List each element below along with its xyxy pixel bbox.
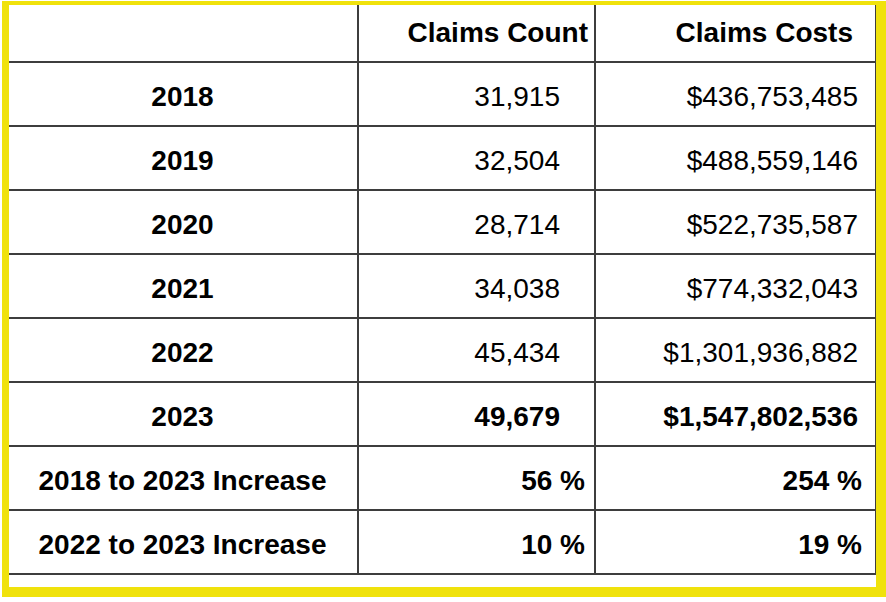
header-claims-count: Claims Count	[358, 4, 595, 62]
cost-cell: $488,559,146	[595, 126, 876, 190]
header-blank-cell	[7, 4, 358, 62]
table-row-2022-2023-increase: 2022 to 2023 Increase 10 % 19 %	[7, 510, 876, 574]
year-cell: 2020	[7, 190, 358, 254]
cost-cell: $1,301,936,882	[595, 318, 876, 382]
count-cell: 28,714	[358, 190, 595, 254]
table-row-2023: 2023 49,679 $1,547,802,536	[7, 382, 876, 446]
cost-increase-cell: 254 %	[595, 446, 876, 510]
year-cell: 2019	[7, 126, 358, 190]
cost-cell: $436,753,485	[595, 62, 876, 126]
header-claims-costs: Claims Costs	[595, 4, 876, 62]
count-cell: 34,038	[358, 254, 595, 318]
claims-table: Claims Count Claims Costs 2018 31,915 $4…	[6, 3, 877, 575]
claims-table-figure: Claims Count Claims Costs 2018 31,915 $4…	[0, 0, 886, 602]
count-cell: 32,504	[358, 126, 595, 190]
cost-cell: $522,735,587	[595, 190, 876, 254]
table-row-2018: 2018 31,915 $436,753,485	[7, 62, 876, 126]
increase-label-cell: 2022 to 2023 Increase	[7, 510, 358, 574]
cost-cell: $1,547,802,536	[595, 382, 876, 446]
count-increase-cell: 56 %	[358, 446, 595, 510]
table-row-2020: 2020 28,714 $522,735,587	[7, 190, 876, 254]
table-row-2019: 2019 32,504 $488,559,146	[7, 126, 876, 190]
year-cell: 2018	[7, 62, 358, 126]
table-row-2022: 2022 45,434 $1,301,936,882	[7, 318, 876, 382]
year-cell: 2022	[7, 318, 358, 382]
increase-label-cell: 2018 to 2023 Increase	[7, 446, 358, 510]
cost-increase-cell: 19 %	[595, 510, 876, 574]
table-row-2021: 2021 34,038 $774,332,043	[7, 254, 876, 318]
count-cell: 45,434	[358, 318, 595, 382]
count-cell: 49,679	[358, 382, 595, 446]
table-row-2018-2023-increase: 2018 to 2023 Increase 56 % 254 %	[7, 446, 876, 510]
cost-cell: $774,332,043	[595, 254, 876, 318]
year-cell: 2023	[7, 382, 358, 446]
year-cell: 2021	[7, 254, 358, 318]
header-row: Claims Count Claims Costs	[7, 4, 876, 62]
count-increase-cell: 10 %	[358, 510, 595, 574]
count-cell: 31,915	[358, 62, 595, 126]
